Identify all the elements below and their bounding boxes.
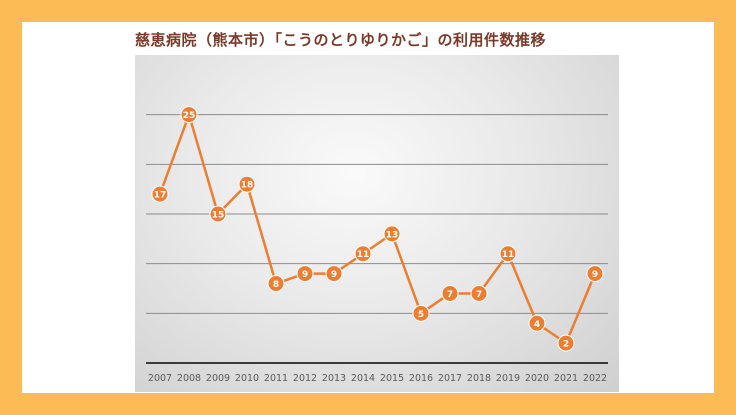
data-point (586, 265, 604, 283)
chart-title: 慈恵病院（熊本市）「こうのとりゆりかご」の利用件数推移 (135, 31, 547, 49)
x-tick-label: 2009 (206, 373, 230, 384)
data-label: 11 (357, 250, 370, 260)
x-tick-label: 2020 (525, 373, 549, 384)
x-tick-label: 2012 (293, 373, 317, 384)
x-tick-label: 2007 (148, 373, 172, 384)
data-point (470, 284, 488, 302)
data-point (296, 265, 314, 283)
data-point (441, 284, 459, 302)
x-tick-label: 2022 (583, 373, 607, 384)
data-label: 5 (418, 310, 424, 320)
data-point (383, 225, 401, 243)
x-tick-label: 2015 (380, 373, 404, 384)
data-label: 18 (241, 181, 254, 191)
data-point (557, 334, 575, 352)
series-polyline (158, 113, 597, 345)
data-label: 25 (183, 111, 196, 121)
data-point (325, 265, 343, 283)
x-tick-label: 2021 (554, 373, 578, 384)
data-point (151, 185, 169, 203)
data-label: 11 (502, 250, 515, 260)
x-tick-label: 2013 (322, 373, 346, 384)
data-label: 9 (592, 270, 598, 280)
series-line (158, 113, 597, 345)
x-tick-label: 2018 (467, 373, 491, 384)
data-markers: 17 25 15 18 8 9 9 11 13 5 7 7 11 4 2 9 (151, 106, 604, 352)
data-point (238, 175, 256, 193)
x-tick-label: 2011 (264, 373, 288, 384)
x-tick-label: 2016 (409, 373, 433, 384)
data-point (528, 314, 546, 332)
data-point (180, 106, 198, 124)
data-label: 9 (331, 270, 337, 280)
data-point (412, 304, 430, 322)
x-tick-label: 2008 (177, 373, 201, 384)
x-axis-labels: 2007 2008 2009 2010 2011 2012 2013 2014 2015 2016… (148, 373, 607, 384)
x-tick-label: 2010 (235, 373, 259, 384)
x-tick-label: 2014 (351, 373, 375, 384)
data-label: 17 (154, 191, 167, 201)
data-point (267, 275, 285, 293)
data-point (354, 245, 372, 263)
plot-area (135, 55, 619, 392)
data-label: 7 (476, 290, 482, 300)
data-label: 7 (447, 290, 453, 300)
data-label: 8 (273, 280, 279, 290)
data-point (209, 205, 227, 223)
data-point (499, 245, 517, 263)
data-label: 13 (386, 230, 399, 240)
data-label: 4 (534, 320, 540, 330)
data-label: 2 (563, 340, 569, 350)
x-tick-label: 2017 (438, 373, 462, 384)
data-label: 9 (302, 270, 308, 280)
data-label: 15 (212, 211, 225, 221)
x-tick-label: 2019 (496, 373, 520, 384)
